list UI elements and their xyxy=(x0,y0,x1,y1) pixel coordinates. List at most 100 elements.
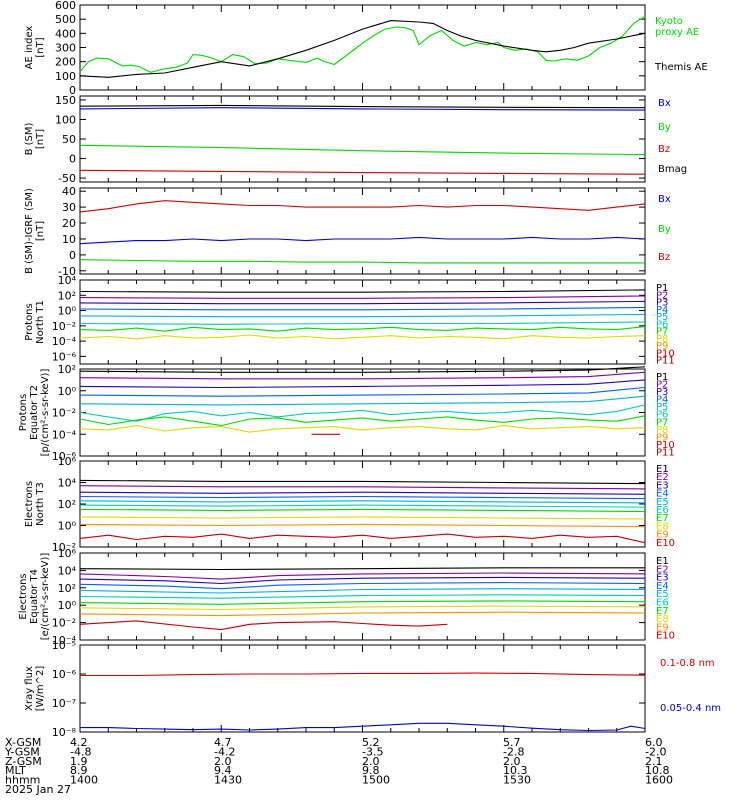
legend-entry-line: By xyxy=(658,224,671,235)
y-axis-label-line: Xray flux xyxy=(24,666,35,711)
y-axis-label-line: Protons xyxy=(24,303,35,340)
legend-entry: 0.1-0.8 nm xyxy=(660,658,715,669)
legend-entry: P2 xyxy=(656,290,668,301)
legend-entry: P11 xyxy=(656,356,675,367)
y-tick-label: 10⁻⁸ xyxy=(52,726,77,739)
series-line-p4 xyxy=(79,386,646,397)
panel-frame xyxy=(79,552,646,641)
series-line-p2 xyxy=(79,295,646,299)
panel-frame xyxy=(79,644,646,733)
series-line-bz xyxy=(79,200,646,213)
y-axis-label: ProtonsNorth T1 xyxy=(24,300,46,344)
series-line-e8 xyxy=(79,516,646,520)
series-line-p7 xyxy=(79,326,646,332)
legend-entry-line: Themis AE xyxy=(654,62,708,73)
legend-entry: P8 xyxy=(656,425,668,436)
legend-entry: P7 xyxy=(656,417,668,428)
series-line-e10 xyxy=(79,620,448,631)
ephemeris-row-label: Y-GSM xyxy=(4,745,40,758)
ephemeris-value: 9.8 xyxy=(362,764,380,777)
ephemeris-row-label: MLT xyxy=(5,764,26,777)
legend-entry-line: proxy AE xyxy=(655,27,699,38)
legend-entry: Bx xyxy=(658,194,671,205)
series-line-e7 xyxy=(79,600,646,605)
legend-entry: P4 xyxy=(656,305,668,316)
y-tick-label: 30 xyxy=(62,201,76,214)
ephemeris-table: X-GSM 4.2 4.7 5.2 5.7 6.0 Y-GSM -4.8 -4.2 -3.5 -2.… xyxy=(4,736,673,796)
y-tick-label: 10⁻² xyxy=(52,407,76,420)
y-tick-label: 0 xyxy=(69,84,76,97)
legend-entry-line: Kyoto xyxy=(655,16,683,27)
ephemeris-value: 10.3 xyxy=(503,764,528,777)
y-tick-label: 10² xyxy=(58,582,76,595)
series-line-by xyxy=(79,144,646,156)
y-axis-label-line: B (SM) xyxy=(24,122,35,155)
y-tick-label: 400 xyxy=(55,27,76,40)
series-line-e3 xyxy=(79,491,646,495)
series-line-p8 xyxy=(79,334,646,340)
series-line-e5 xyxy=(79,500,646,504)
legend-entry: E9 xyxy=(656,530,669,541)
legend-entry: P10 xyxy=(656,348,675,359)
y-tick-label: 10² xyxy=(58,363,76,376)
y-tick-label: 600 xyxy=(55,0,76,12)
legend-entry: E2 xyxy=(656,472,669,483)
legend-entry: E6 xyxy=(656,505,669,516)
ephemeris-row-label: X-GSM xyxy=(5,736,41,749)
ephemeris-value: 1400 xyxy=(70,774,98,787)
y-tick-label: 10⁶ xyxy=(58,547,77,560)
series-line-0-1-0-8-nm xyxy=(80,672,646,677)
y-tick-label: 50 xyxy=(62,133,76,146)
ephemeris-value: 2.0 xyxy=(214,755,232,768)
y-axis-label-line: Protons xyxy=(18,394,29,431)
series-line-bmag xyxy=(79,104,646,109)
y-tick-label: 10⁻⁷ xyxy=(52,697,76,710)
legend-entry: Bz xyxy=(658,144,670,155)
y-axis-label-line: Equator T4 xyxy=(29,569,40,624)
ephemeris-date: 2025 Jan 27 xyxy=(5,783,71,796)
legend-entry: P5 xyxy=(656,312,668,323)
legend-entry: Bmag xyxy=(658,164,687,175)
series-line-p1 xyxy=(79,289,646,293)
legend-entry: Kyoto proxy AE xyxy=(655,16,699,38)
y-axis-label-line: [e/(cm²-s-sr-keV)] xyxy=(40,553,51,641)
ephemeris-value: 9.4 xyxy=(214,764,232,777)
legend-entry-line: Bx xyxy=(658,98,671,109)
ephemeris-row-label: Z-GSM xyxy=(5,755,42,768)
legend-entry: E8 xyxy=(656,521,669,532)
y-tick-label: 300 xyxy=(55,42,76,55)
legend-entry: E1 xyxy=(656,464,669,475)
series-line-p7 xyxy=(79,415,646,427)
y-tick-label: 10⁻⁶ xyxy=(52,350,77,363)
y-tick-label: -10 xyxy=(58,265,76,278)
legend-entry-line: 0.1-0.8 nm xyxy=(660,658,715,669)
ephemeris-value: 2.1 xyxy=(645,755,663,768)
y-axis-label: ElectronsEquator T4[e/(cm²-s-sr-keV)] xyxy=(18,553,51,641)
legend-entry: P11 xyxy=(656,447,675,458)
ephemeris-value: 2.0 xyxy=(362,755,380,768)
ephemeris-value: -4.8 xyxy=(70,745,91,758)
panel-pn1: 10⁻⁶ 10⁻⁴ 10⁻² 10⁰ 10² 10⁴ ProtonsNorth T1 P1P2… xyxy=(24,274,675,367)
ephemeris-value: 4.7 xyxy=(214,736,232,749)
legend-entry: Themis AE xyxy=(654,62,708,73)
legend-entry: E1 xyxy=(656,556,669,567)
legend-entry: P7 xyxy=(656,327,668,338)
series-line-e7 xyxy=(79,508,646,513)
y-tick-label: 10⁻² xyxy=(52,541,76,554)
series-line-e6 xyxy=(79,594,646,599)
series-line-e5 xyxy=(79,588,646,594)
ephemeris-value: 10.8 xyxy=(645,764,670,777)
series-line-themis-ae xyxy=(79,20,646,78)
legend-entry: 0.05-0.4 nm xyxy=(660,703,721,714)
y-tick-label: 100 xyxy=(55,113,76,126)
legend-entry: By xyxy=(658,122,671,133)
y-tick-label: 10⁰ xyxy=(58,520,77,533)
legend-entry: E10 xyxy=(656,538,675,549)
legend-entry: P2 xyxy=(656,380,668,391)
y-tick-label: 10⁻⁴ xyxy=(52,634,77,647)
legend-entry: P1 xyxy=(656,372,668,383)
legend-entry: E8 xyxy=(656,614,669,625)
y-axis-label-line: Electrons xyxy=(24,481,35,527)
legend-entry-line: 0.05-0.4 nm xyxy=(660,703,721,714)
